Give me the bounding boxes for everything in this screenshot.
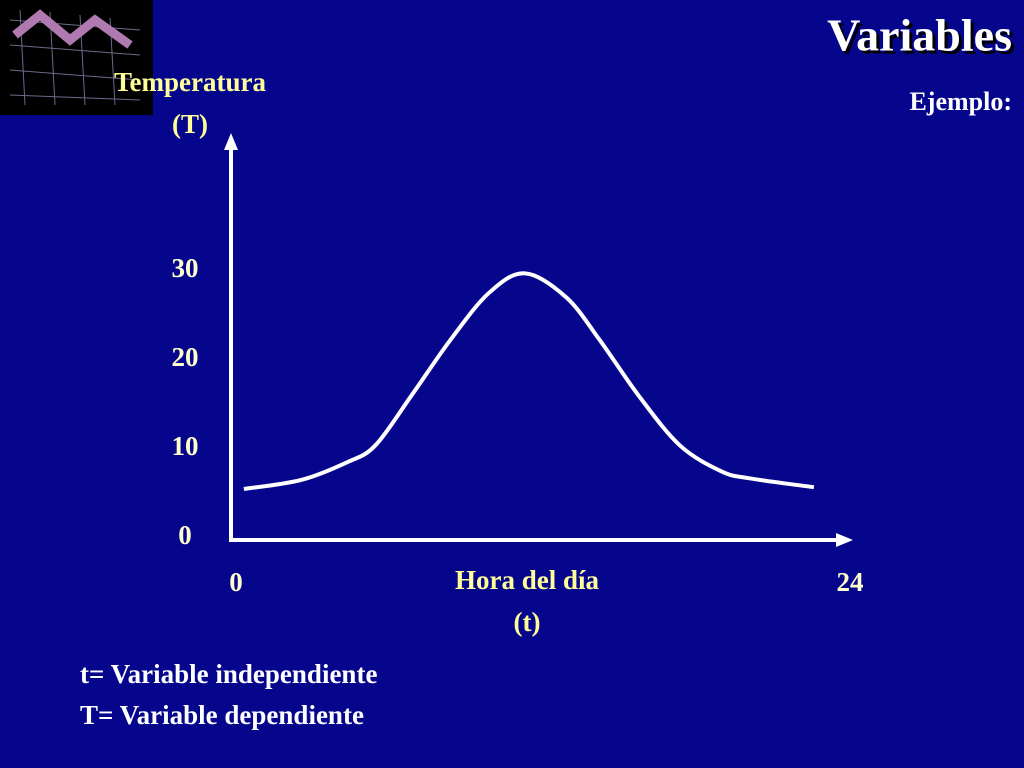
note: T= Variable dependiente xyxy=(80,700,364,730)
title-shadow: Variables xyxy=(830,13,1015,64)
axes xyxy=(224,133,853,547)
y-tick-label: 0 xyxy=(178,520,192,550)
x-axis-label: (t) xyxy=(514,607,541,637)
y-tick-label: 30 xyxy=(172,253,199,283)
y-tick-label: 20 xyxy=(172,342,199,372)
logo-icon xyxy=(0,0,153,115)
y-axis-label: (T) xyxy=(172,109,208,139)
x-axis-label: Hora del día xyxy=(455,565,600,595)
y-axis-label: Temperatura xyxy=(114,67,266,97)
data-line xyxy=(243,271,815,491)
chart-title: Variables xyxy=(827,10,1012,61)
x-tick-label: 24 xyxy=(837,567,864,597)
y-tick-label: 10 xyxy=(172,431,199,461)
subtitle: Ejemplo: xyxy=(909,87,1012,116)
x-tick-label: 0 xyxy=(229,567,243,597)
note: t= Variable independiente xyxy=(80,659,377,689)
